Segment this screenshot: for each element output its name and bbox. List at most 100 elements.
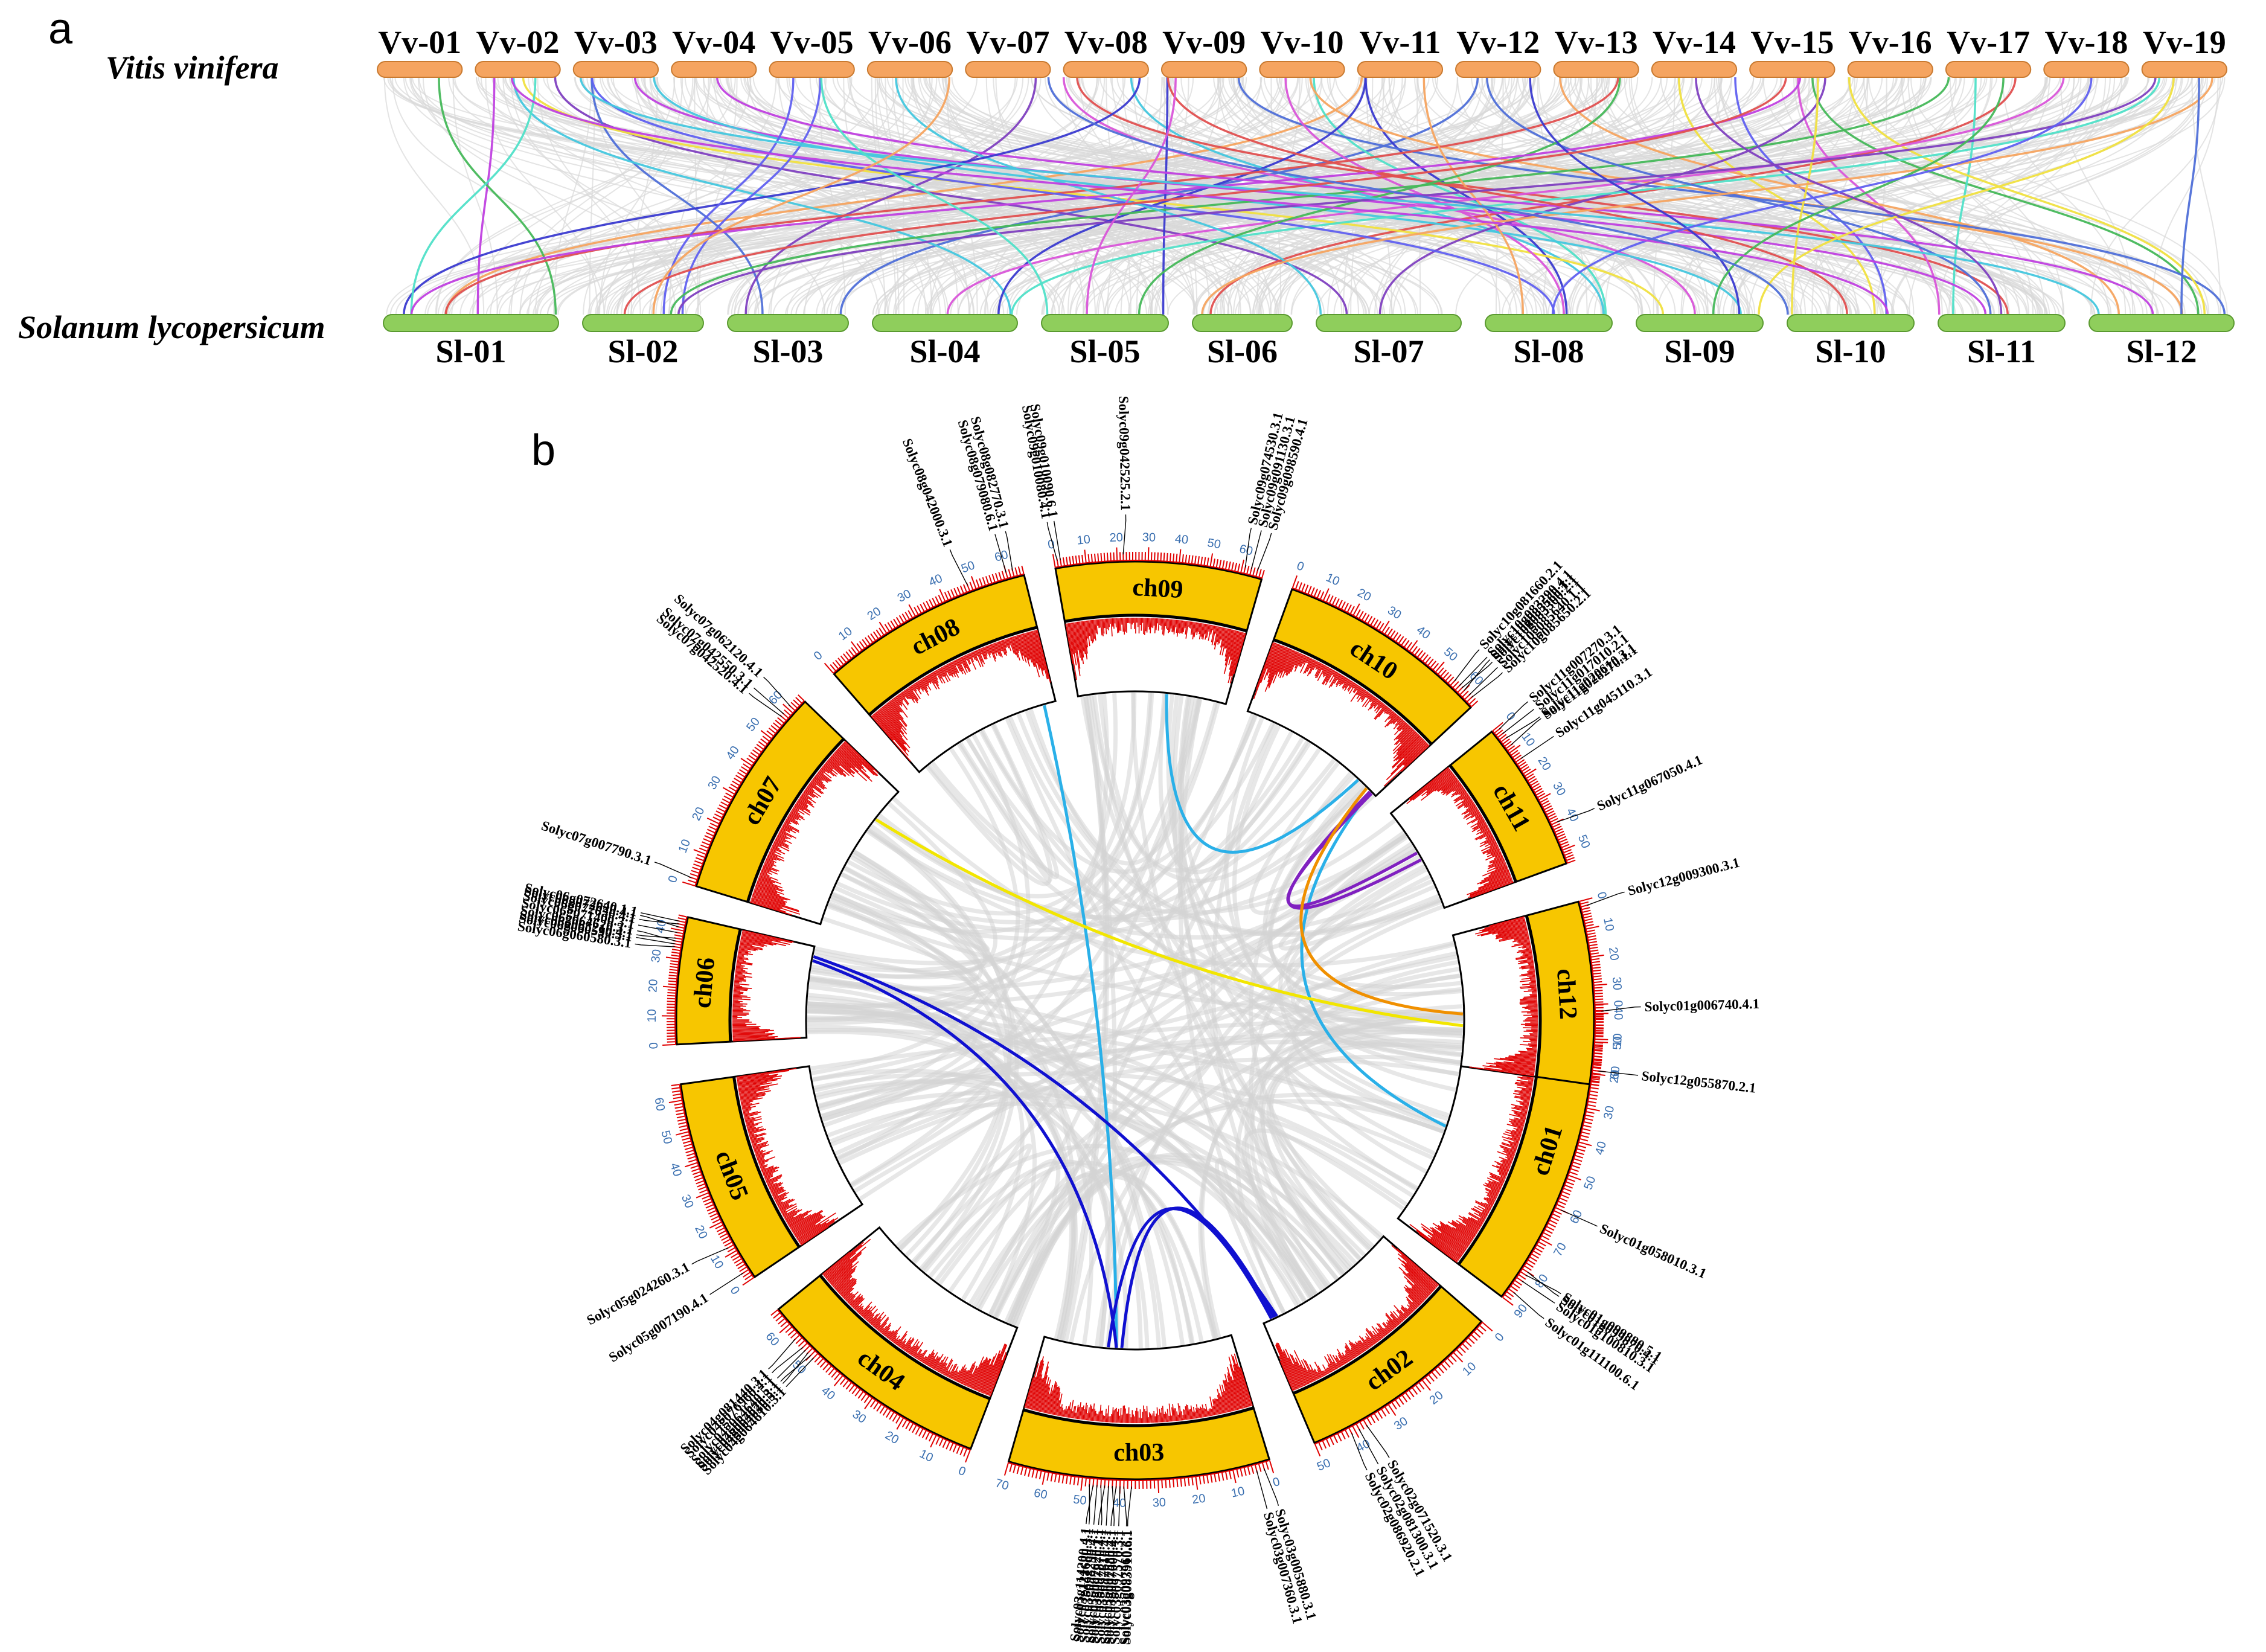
background-link (598, 77, 777, 315)
background-link (493, 77, 1368, 315)
background-link (1294, 942, 1462, 1048)
gene-density-frame (729, 928, 816, 1043)
vv-chromosome-label: Vv-04 (672, 24, 755, 60)
synteny-link (1797, 77, 1941, 315)
tick-marks (824, 565, 1025, 674)
vv-chromosome-bar (572, 61, 659, 78)
background-link (945, 77, 2042, 315)
background-link (519, 77, 694, 315)
sl-chromosome-bar (1485, 314, 1613, 332)
background-link (1178, 697, 1352, 1270)
gene-leader-line (753, 687, 784, 715)
tick-marks (1579, 897, 1608, 1086)
gene-leader-line (1499, 701, 1529, 730)
gene-label: Solyc11g067050.4.1 (1595, 752, 1704, 814)
synteny-link (1486, 77, 1992, 315)
gene-density-frame (1063, 615, 1248, 705)
sl-chromosome-bar (1787, 314, 1915, 332)
sl-chromosome-bar (1041, 314, 1169, 332)
tick-label: 20 (1355, 586, 1373, 604)
tick-marks (668, 1084, 754, 1286)
sl-chromosome-label: Sl-05 (1069, 333, 1140, 370)
background-link (1193, 77, 2095, 315)
vv-chromosome-label: Vv-17 (1947, 24, 2030, 60)
tick-label: 50 (1072, 1493, 1087, 1508)
gene-leader-line (1005, 531, 1013, 571)
vv-chromosome-bar (1945, 61, 2032, 78)
background-link (1238, 77, 1483, 315)
gene-leader-line (1454, 649, 1480, 682)
background-link (1907, 77, 2034, 315)
gene-leader-line (1359, 1429, 1379, 1465)
chromosome-label: ch09 (1131, 574, 1183, 604)
gene-leader-line (1598, 1071, 1639, 1076)
background-link (876, 77, 970, 315)
synteny-link (997, 77, 1367, 315)
tick-label: 0 (1295, 559, 1306, 574)
background-link (930, 761, 1407, 915)
tick-label: 50 (1206, 536, 1222, 551)
tick-label: 10 (1324, 571, 1342, 588)
background-link (913, 77, 1195, 315)
sl-chromosome-label: Sl-10 (1815, 333, 1886, 370)
gene-density-bars (1024, 1353, 1253, 1424)
gene-leader-line (1046, 522, 1058, 562)
tick-label: 0 (1611, 1000, 1624, 1007)
background-link (405, 77, 1443, 315)
tick-label: 40 (653, 918, 669, 934)
gene-label: Solyc01g058010.3.1 (1598, 1221, 1709, 1281)
gene-leader-line (772, 1346, 804, 1374)
gene-density-frame (1262, 1235, 1442, 1394)
gene-leader-line (780, 1355, 811, 1382)
background-link (1214, 1157, 1331, 1317)
gene-leader-line (1464, 659, 1491, 691)
synteny-link (662, 77, 795, 315)
sl-chromosome-label: Sl-08 (1513, 333, 1584, 370)
tick-label: 30 (895, 587, 914, 605)
background-link (821, 77, 1925, 315)
gene-label: Solyc03g083910.6.1 (1118, 1530, 1135, 1645)
synteny-link (1791, 77, 1819, 315)
gene-density-bars (1406, 767, 1514, 898)
background-link (830, 894, 1185, 1345)
chromosome-block (695, 700, 845, 903)
gene-label: Solyc12g009300.3.1 (1626, 855, 1741, 898)
tick-axis (694, 700, 805, 886)
gene-leader-line (1053, 520, 1061, 561)
background-link (1795, 77, 2065, 315)
tick-label: 60 (651, 1097, 667, 1112)
tick-label: 30 (1142, 531, 1156, 545)
vv-chromosome-label: Vv-03 (574, 24, 658, 60)
gene-leader-line (1118, 1486, 1121, 1526)
tick-label: 20 (690, 805, 707, 823)
synteny-link (445, 77, 1363, 315)
highlighted-synteny-links (403, 77, 2226, 315)
tick-axis (777, 1309, 971, 1451)
background-link (768, 77, 1171, 315)
tick-marks (682, 694, 805, 887)
tick-label: 10 (1611, 1033, 1625, 1047)
sl-chromosome-label: Sl-11 (1967, 333, 2036, 370)
background-link (1158, 693, 1321, 875)
vitis-species-label: Vitis vinifera (106, 50, 279, 86)
tick-axis (1492, 730, 1568, 863)
background-link (1350, 77, 1374, 315)
tick-label: 10 (1076, 533, 1090, 547)
tick-label: 20 (1607, 1069, 1622, 1084)
gene-leader-line (1110, 1486, 1117, 1526)
background-link (818, 1071, 1434, 1160)
synteny-link (1313, 77, 1607, 315)
background-link (395, 77, 1723, 315)
vv-chromosome-label: Vv-01 (378, 24, 461, 60)
gene-leader-line (641, 912, 680, 922)
gene-density-bars (1253, 642, 1430, 787)
synteny-link (1309, 77, 2184, 315)
tick-label: 0 (1503, 709, 1518, 723)
tick-label: 50 (658, 1129, 674, 1145)
background-link (490, 77, 978, 315)
tick-label: 60 (1467, 669, 1485, 688)
tick-label: 10 (1519, 730, 1538, 749)
gene-leader-line (768, 1339, 796, 1369)
background-link (1329, 77, 1643, 315)
tick-label: 40 (1414, 623, 1433, 642)
